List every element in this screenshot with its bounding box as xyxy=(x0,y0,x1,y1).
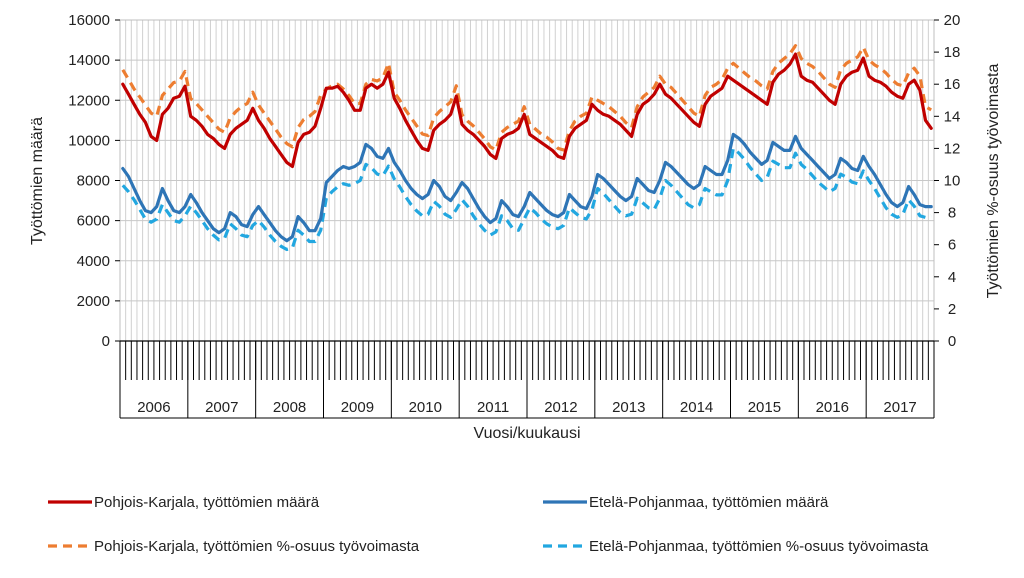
y-right-tick-label: 0 xyxy=(948,333,956,350)
series-layer xyxy=(121,44,933,252)
legend-label-4: Etelä-Pohjanmaa, työttömien %-osuus työv… xyxy=(589,538,929,555)
y-left-tick-label: 6000 xyxy=(77,213,110,230)
y-right-tick-label: 2 xyxy=(948,301,956,318)
year-label: 2013 xyxy=(612,399,645,416)
year-label: 2007 xyxy=(205,399,238,416)
y-axis-left-title: Työttömien määrä xyxy=(29,117,46,245)
y-right-tick-label: 4 xyxy=(948,269,956,286)
y-right-tick-label: 12 xyxy=(944,140,961,157)
y-right-tick-label: 6 xyxy=(948,237,956,254)
year-label: 2015 xyxy=(748,399,781,416)
y-left-tick-label: 10000 xyxy=(68,132,110,149)
year-label: 2006 xyxy=(137,399,170,416)
y-left-tick-label: 16000 xyxy=(68,12,110,29)
grid-layer xyxy=(119,19,935,342)
legend-label-2: Etelä-Pohjanmaa, työttömien määrä xyxy=(589,494,829,511)
axis-layer: 2006 2007 2008 2009 2010 2011 2012 2013 2014 2015… xyxy=(68,12,961,419)
year-label: 2012 xyxy=(544,399,577,416)
y-left-tick-label: 0 xyxy=(102,333,110,350)
legend-label-3: Pohjois-Karjala, työttömien %-osuus työv… xyxy=(94,538,420,555)
legend-label-1: Pohjois-Karjala, työttömien määrä xyxy=(94,494,320,511)
y-right-tick-label: 16 xyxy=(944,76,961,93)
y-axis-right-title: Työttömien %-osuus työvoimasta xyxy=(985,64,1002,299)
year-label: 2016 xyxy=(816,399,849,416)
y-right-tick-label: 20 xyxy=(944,12,961,29)
y-left-tick-label: 2000 xyxy=(77,293,110,310)
y-left-tick-label: 8000 xyxy=(77,173,110,190)
series-line-1 xyxy=(121,52,933,169)
y-left-tick-label: 12000 xyxy=(68,92,110,109)
year-label: 2008 xyxy=(273,399,306,416)
year-label: 2009 xyxy=(341,399,374,416)
series-line-4 xyxy=(121,146,932,252)
y-left-tick-label: 4000 xyxy=(77,253,110,270)
y-right-tick-label: 14 xyxy=(944,108,961,125)
year-label: 2011 xyxy=(477,399,509,416)
y-right-tick-label: 10 xyxy=(944,173,961,190)
y-right-tick-label: 18 xyxy=(944,44,961,61)
year-label: 2014 xyxy=(680,399,713,416)
series-line-2 xyxy=(121,132,933,243)
x-axis-title: Vuosi/kuukausi xyxy=(473,425,580,442)
y-left-tick-label: 14000 xyxy=(68,52,110,69)
year-label: 2010 xyxy=(409,399,442,416)
legend: Pohjois-Karjala, työttömien määrä Etelä-P… xyxy=(48,494,929,555)
year-label: 2017 xyxy=(883,399,916,416)
y-right-tick-label: 8 xyxy=(948,205,956,222)
